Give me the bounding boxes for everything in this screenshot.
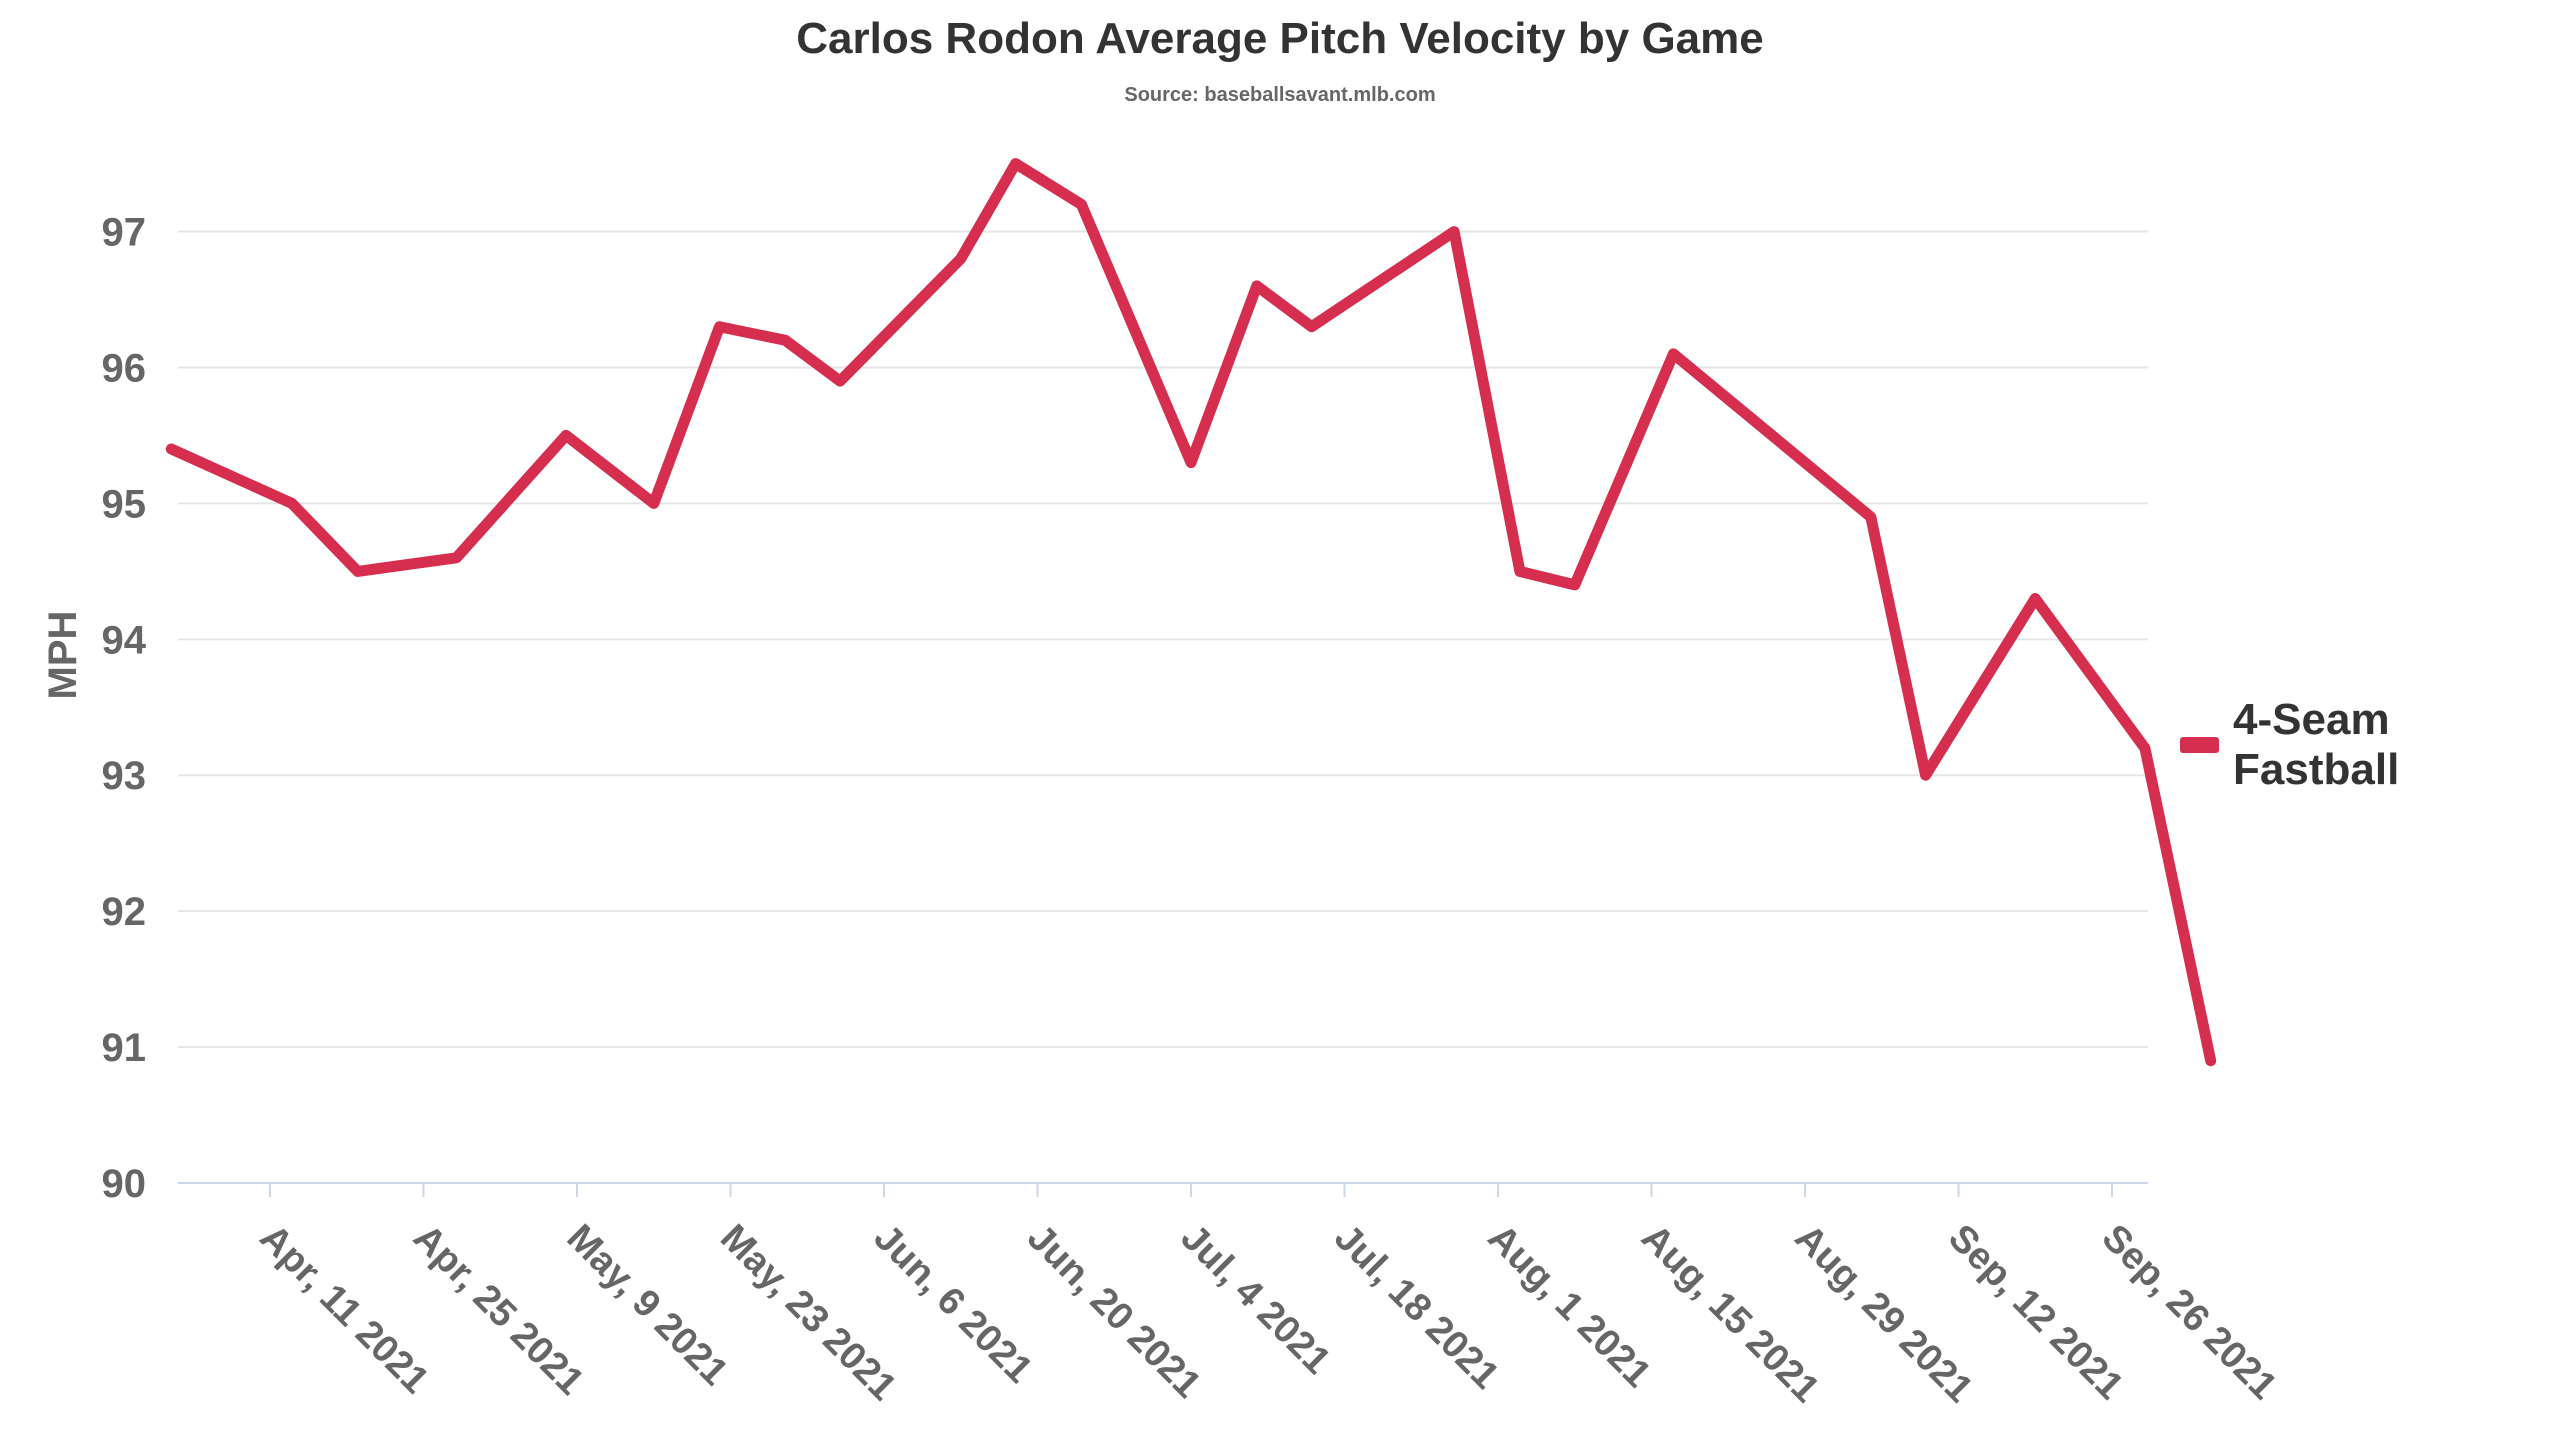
y-axis-ticks: 90 91 92 93 94 95 96 97: [102, 211, 147, 1206]
chart-subtitle: Source: baseballsavant.mlb.com: [1124, 84, 1436, 106]
y-axis-label: MPH: [41, 611, 85, 700]
y-tick-label: 96: [102, 346, 147, 390]
legend-swatch-icon: [2180, 737, 2220, 753]
y-tick-label: 90: [102, 1162, 147, 1206]
x-tick-label: Jul, 4 2021: [1173, 1217, 1339, 1383]
y-tick-label: 95: [102, 482, 147, 526]
y-tick-label: 97: [102, 211, 147, 255]
series-group: [165, 158, 2217, 1067]
chart-title: Carlos Rodon Average Pitch Velocity by G…: [796, 14, 1764, 63]
y-tick-label: 92: [102, 890, 147, 934]
grid-lines: [178, 230, 2148, 1049]
x-tick-label: Jul, 18 2021: [1326, 1217, 1507, 1398]
legend[interactable]: 4-Seam Fastball: [2180, 695, 2560, 795]
y-tick-label: 91: [102, 1026, 147, 1070]
y-tick-label: 94: [102, 618, 147, 662]
x-tick-label: Jun, 6 2021: [866, 1217, 1041, 1392]
series-line-4-seam-fastball[interactable]: [165, 158, 2217, 1067]
legend-label: 4-Seam Fastball: [2233, 695, 2400, 794]
x-tick-label: Aug, 1 2021: [1480, 1217, 1659, 1396]
y-tick-label: 93: [102, 754, 147, 798]
